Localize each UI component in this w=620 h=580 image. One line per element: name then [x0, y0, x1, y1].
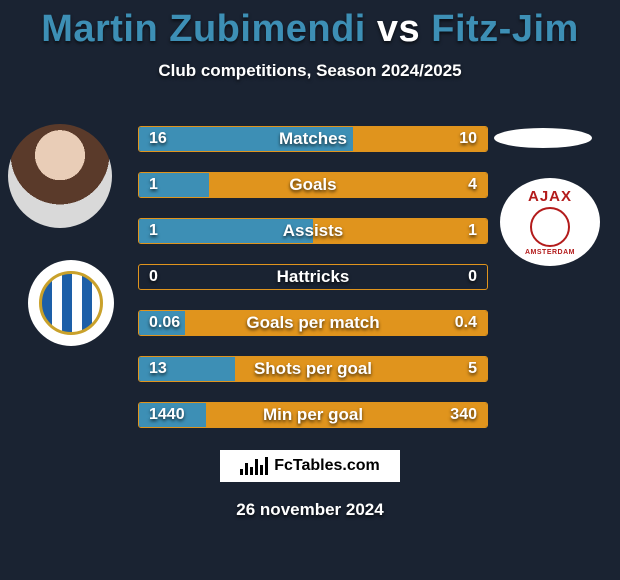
- stat-value-left: 1: [149, 222, 158, 240]
- logo-bars-icon: [240, 457, 268, 475]
- stat-value-left: 1440: [149, 406, 185, 424]
- stat-value-right: 0: [468, 268, 477, 286]
- stat-row: 1 4 Goals: [138, 172, 488, 198]
- stat-label: Assists: [283, 221, 343, 241]
- stat-value-right: 340: [450, 406, 477, 424]
- stat-row: 16 10 Matches: [138, 126, 488, 152]
- stat-row: 0.06 0.4 Goals per match: [138, 310, 488, 336]
- stat-label: Goals per match: [246, 313, 379, 333]
- stat-value-right: 0.4: [455, 314, 477, 332]
- stat-bar-right: [209, 173, 487, 197]
- stat-value-left: 1: [149, 176, 158, 194]
- logo-text: FcTables.com: [274, 457, 380, 475]
- player1-photo: [8, 124, 112, 228]
- stat-value-right: 5: [468, 360, 477, 378]
- stats-chart: 16 10 Matches 1 4 Goals 1 1 Assists 0 0 Hattricks 0.…: [138, 126, 488, 448]
- player1-name: Martin Zubimendi: [41, 8, 366, 50]
- stat-label: Hattricks: [277, 267, 350, 287]
- stat-label: Goals: [289, 175, 336, 195]
- stat-row: 1440 340 Min per goal: [138, 402, 488, 428]
- stat-label: Min per goal: [263, 405, 363, 425]
- stat-value-left: 0: [149, 268, 158, 286]
- stat-value-left: 0.06: [149, 314, 180, 332]
- fctables-logo: FcTables.com: [220, 450, 400, 482]
- stat-label: Matches: [279, 129, 347, 149]
- player2-name: Fitz-Jim: [431, 8, 579, 50]
- vs-text: vs: [366, 8, 431, 50]
- player1-club-crest: [28, 260, 114, 346]
- player2-club-crest: AJAXAMSTERDAM: [500, 178, 600, 266]
- stat-row: 13 5 Shots per goal: [138, 356, 488, 382]
- stat-row: 1 1 Assists: [138, 218, 488, 244]
- player2-photo: [494, 128, 592, 148]
- comparison-title: Martin Zubimendi vs Fitz-Jim: [0, 0, 620, 51]
- stat-value-right: 10: [459, 130, 477, 148]
- subtitle: Club competitions, Season 2024/2025: [0, 61, 620, 81]
- stat-value-right: 4: [468, 176, 477, 194]
- stat-label: Shots per goal: [254, 359, 372, 379]
- stat-value-left: 16: [149, 130, 167, 148]
- stat-value-left: 13: [149, 360, 167, 378]
- stat-value-right: 1: [468, 222, 477, 240]
- date-text: 26 november 2024: [236, 500, 383, 520]
- stat-row: 0 0 Hattricks: [138, 264, 488, 290]
